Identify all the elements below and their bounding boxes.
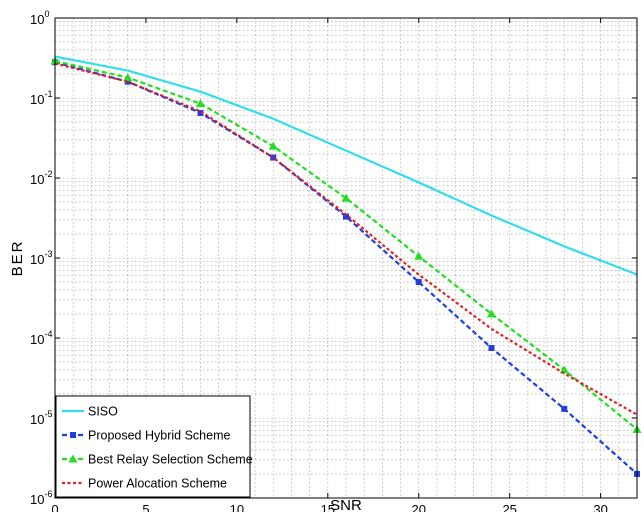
legend-label: Proposed Hybrid Scheme (88, 429, 230, 443)
legend-item: Proposed Hybrid Scheme (62, 429, 230, 443)
y-tick-label: 10-4 (30, 329, 52, 347)
x-tick-label: 25 (502, 502, 516, 512)
x-tick-label: 5 (142, 502, 149, 512)
y-tick-label: 10-2 (30, 169, 52, 187)
legend-label: Power Alocation Scheme (88, 477, 227, 491)
x-tick-label: 20 (412, 502, 426, 512)
y-tick-label: 10-5 (30, 409, 52, 427)
x-tick-label: 30 (593, 502, 607, 512)
legend: SISO Proposed Hybrid Scheme Best Relay Sel… (56, 396, 253, 497)
data-point (561, 406, 567, 412)
y-axis-label: BER (9, 240, 26, 277)
x-axis-label: SNR (330, 497, 362, 512)
y-tick-label: 10-3 (30, 249, 52, 267)
y-tick-label: 10-6 (30, 489, 52, 507)
x-tick-label: 10 (230, 502, 244, 512)
data-point (489, 345, 495, 351)
y-tick-label: 10-1 (30, 89, 52, 107)
legend-item: Best Relay Selection Scheme (62, 453, 253, 467)
legend-label: SISO (88, 405, 118, 419)
x-tick-label: 0 (51, 502, 58, 512)
legend-label: Best Relay Selection Scheme (88, 453, 253, 467)
y-tick-label: 100 (30, 9, 49, 27)
legend-marker (70, 432, 76, 438)
data-point (416, 279, 422, 285)
